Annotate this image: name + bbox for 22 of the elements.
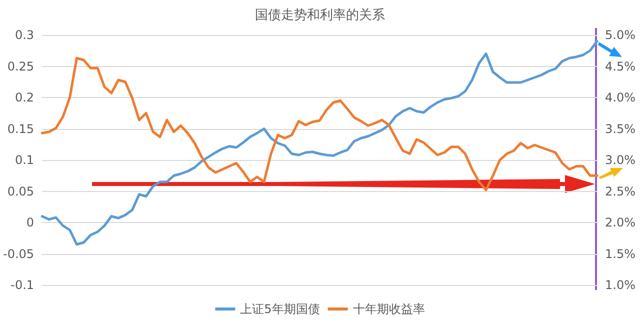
y-tick-label: -0.1 (10, 278, 34, 292)
y2-tick-label: 3.5% (605, 122, 636, 136)
y-tick-label: -0.05 (2, 246, 34, 261)
line-series (40, 56, 598, 192)
legend-label: 上证5年期国债 (240, 302, 320, 316)
y2-tick-label: 5.0% (605, 28, 636, 42)
y2-tick-label: 4.5% (605, 59, 636, 74)
y-tick-label: 0.2 (14, 90, 34, 104)
y-tick-label: 0.25 (7, 59, 34, 74)
chart-title: 国债走势和利率的关系 (255, 7, 385, 23)
legend-label: 十年期收益率 (352, 302, 425, 316)
y2-tick-label: 3.0% (605, 153, 636, 167)
y2-tick-label: 1.0% (605, 278, 636, 292)
y2-tick-label: 1.5% (605, 246, 636, 261)
y-tick-label: 0.1 (14, 153, 34, 167)
y2-tick-label: 4.0% (605, 90, 636, 104)
y2-tick-label: 2.0% (605, 216, 636, 230)
y2-tick-label: 2.5% (605, 184, 636, 198)
y-tick-label: 0.3 (14, 28, 34, 42)
y-tick-label: 0 (26, 216, 34, 230)
y-tick-label: 0.05 (7, 184, 34, 198)
y-tick-label: 0.15 (7, 122, 34, 136)
